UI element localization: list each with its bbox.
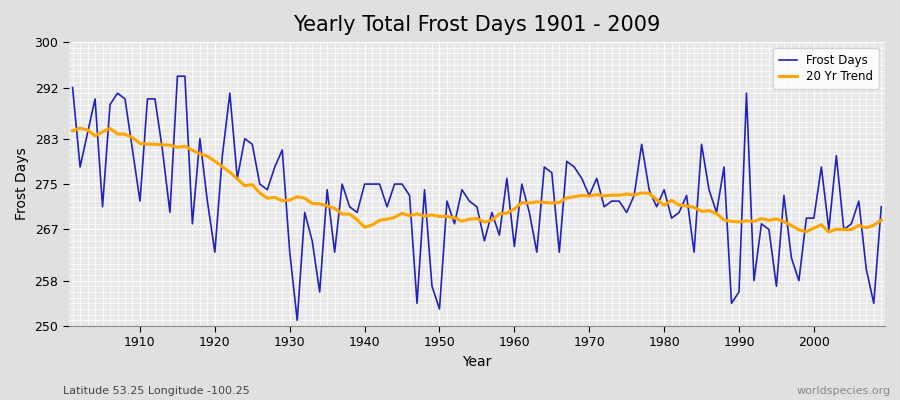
Frost Days xyxy=(352,210,363,215)
Text: Latitude 53.25 Longitude -100.25: Latitude 53.25 Longitude -100.25 xyxy=(63,386,250,396)
X-axis label: Year: Year xyxy=(463,355,491,369)
Frost Days xyxy=(292,318,302,323)
20 Yr Trend xyxy=(300,196,310,200)
20 Yr Trend xyxy=(876,218,886,223)
Frost Days xyxy=(127,148,138,152)
20 Yr Trend xyxy=(509,206,520,211)
Line: 20 Yr Trend: 20 Yr Trend xyxy=(73,128,881,232)
Frost Days xyxy=(876,204,886,209)
20 Yr Trend xyxy=(68,128,78,133)
20 Yr Trend xyxy=(75,126,86,131)
20 Yr Trend xyxy=(824,230,834,234)
Title: Yearly Total Frost Days 1901 - 2009: Yearly Total Frost Days 1901 - 2009 xyxy=(293,15,661,35)
20 Yr Trend xyxy=(135,141,146,146)
20 Yr Trend xyxy=(344,212,355,216)
20 Yr Trend xyxy=(607,193,617,198)
Frost Days xyxy=(307,238,318,243)
Text: worldspecies.org: worldspecies.org xyxy=(796,386,891,396)
Frost Days xyxy=(524,210,535,215)
Frost Days xyxy=(172,74,183,78)
Line: Frost Days: Frost Days xyxy=(73,76,881,320)
Y-axis label: Frost Days: Frost Days xyxy=(15,148,29,220)
Frost Days xyxy=(517,182,527,186)
Frost Days xyxy=(614,199,625,204)
Frost Days xyxy=(68,85,78,90)
Legend: Frost Days, 20 Yr Trend: Frost Days, 20 Yr Trend xyxy=(773,48,879,89)
20 Yr Trend xyxy=(517,200,527,205)
